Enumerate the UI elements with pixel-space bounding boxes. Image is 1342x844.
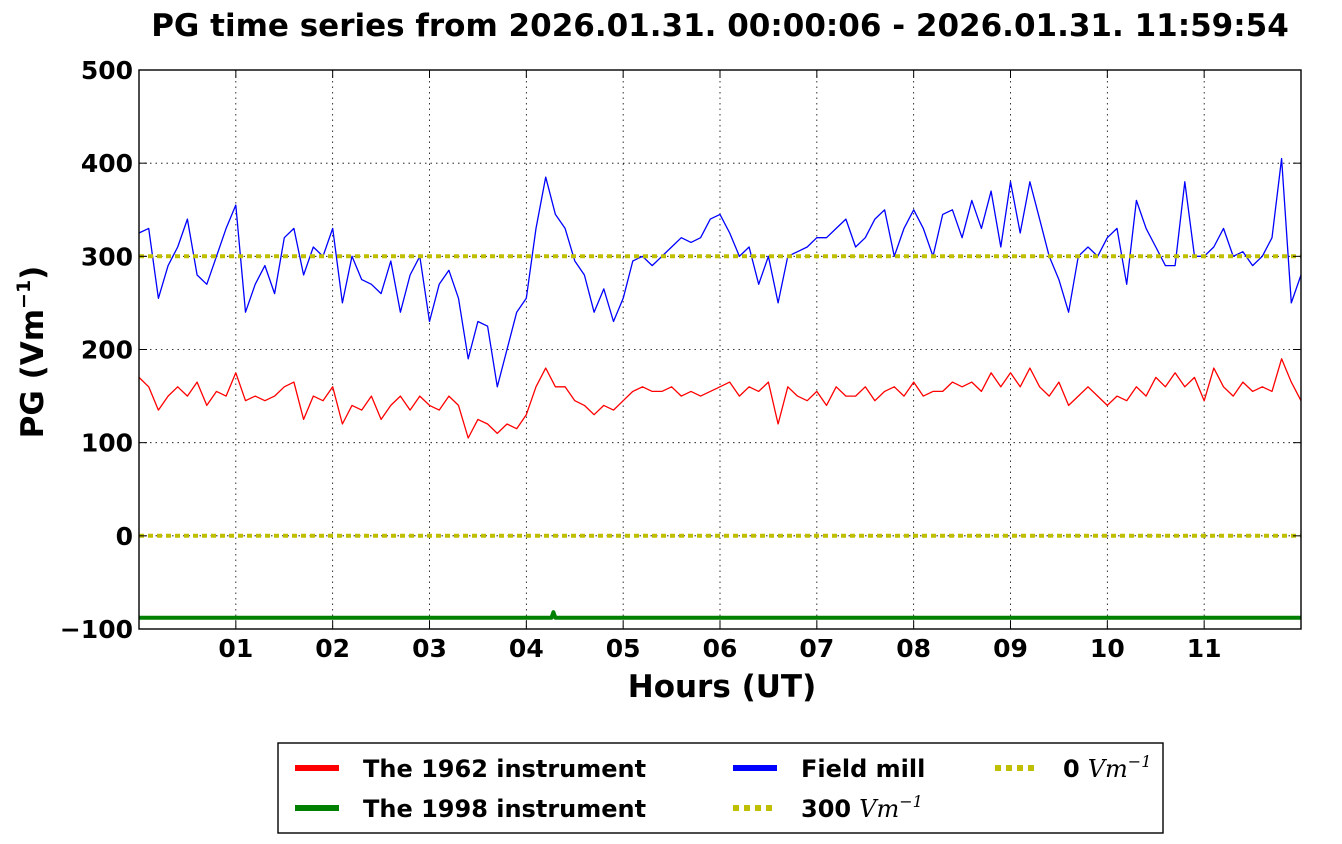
legend-label: 0 Vm−1 — [1063, 752, 1151, 783]
legend: The 1962 instrument The 1998 instrument Fi… — [277, 742, 1164, 834]
legend-box — [277, 742, 1164, 834]
x-tick-label: 01 — [218, 634, 253, 663]
grid — [139, 69, 1301, 630]
legend-label: The 1962 instrument — [363, 755, 646, 783]
legend-label-text: 0 — [1063, 755, 1080, 783]
legend-label-sup: −1 — [1128, 752, 1152, 771]
series-layer — [138, 157, 1302, 620]
y-tick-label: −100 — [60, 615, 133, 644]
x-tick-label: 02 — [315, 634, 350, 663]
y-tick-label: 500 — [81, 56, 133, 85]
x-tick-label: 10 — [1090, 634, 1125, 663]
series-line-the-1998-instrument — [139, 610, 1301, 620]
legend-label-unit: Vm — [859, 795, 899, 823]
legend-label: The 1998 instrument — [363, 795, 646, 823]
ticks: 01 02 03 04 05 06 07 08 09 10 11 −100 0 100 200 300 400 5… — [60, 56, 1301, 663]
y-axis-label-close: ) — [15, 266, 51, 280]
x-tick-label: 09 — [993, 634, 1028, 663]
y-axis-label-sup: −1 — [13, 280, 35, 309]
legend-label-unit: Vm — [1088, 755, 1128, 783]
x-tick-label: 06 — [703, 634, 738, 663]
legend-label: 300 Vm−1 — [801, 792, 923, 823]
y-tick-label: 400 — [81, 149, 133, 178]
x-tick-label: 03 — [412, 634, 447, 663]
chart-title: PG time series from 2026.01.31. 00:00:06… — [151, 8, 1289, 44]
x-tick-label: 07 — [799, 634, 834, 663]
legend-label-text: The 1962 instrument — [363, 755, 646, 783]
x-tick-label: 05 — [606, 634, 641, 663]
legend-label-text: Field mill — [801, 755, 925, 783]
y-axis-label: PG (Vm−1) — [13, 266, 51, 439]
legend-label-text: 300 — [801, 795, 851, 823]
legend-label-sup: −1 — [899, 792, 923, 811]
x-axis-label: Hours (UT) — [628, 669, 817, 705]
y-tick-label: 0 — [116, 522, 133, 551]
legend-label-text: The 1998 instrument — [363, 795, 646, 823]
y-tick-label: 100 — [81, 429, 133, 458]
legend-label: Field mill — [801, 755, 925, 783]
x-tick-label: 08 — [896, 634, 931, 663]
series-line-the-1962-instrument — [138, 358, 1302, 439]
x-tick-label: 04 — [509, 634, 544, 663]
y-axis-label-main: PG (Vm — [15, 309, 51, 438]
y-tick-label: 200 — [81, 336, 133, 365]
y-tick-label: 300 — [81, 242, 133, 271]
series-line-field-mill — [138, 157, 1302, 388]
x-tick-label: 11 — [1187, 634, 1222, 663]
